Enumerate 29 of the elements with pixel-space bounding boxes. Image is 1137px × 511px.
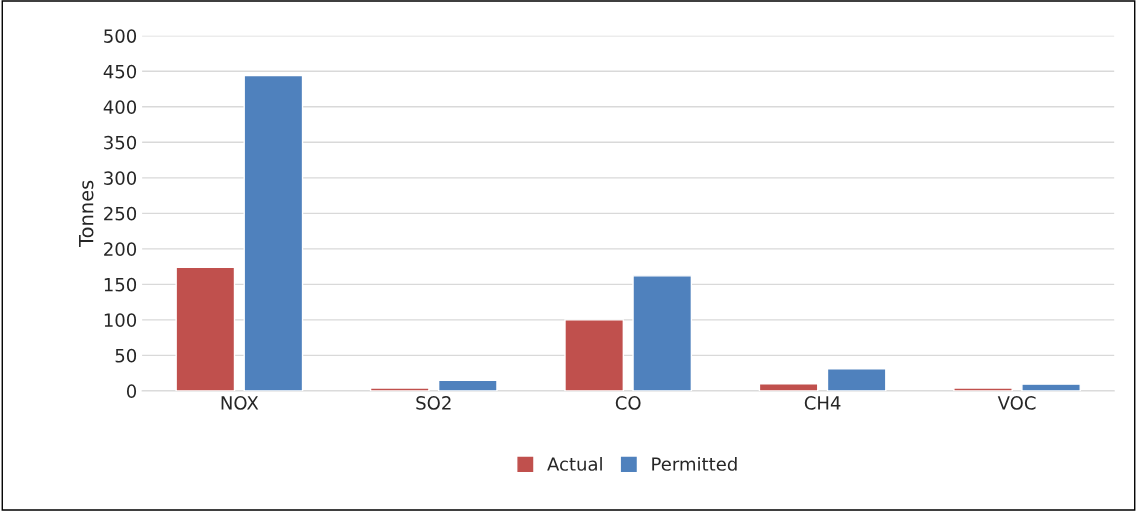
y-tick-label: 500 (104, 29, 137, 43)
bar (758, 383, 819, 391)
y-tick-label: 200 (104, 242, 137, 256)
legend-label: Permitted (652, 456, 737, 471)
bar (953, 387, 1013, 391)
y-tick-label: 100 (104, 313, 137, 327)
bar (243, 74, 304, 391)
bar (1021, 383, 1081, 391)
x-tick-label: NOX (221, 396, 259, 410)
x-tick-label: SO2 (416, 396, 451, 410)
y-tick-label: 50 (115, 348, 137, 363)
y-tick-label: 150 (104, 277, 137, 292)
bar (564, 319, 625, 391)
bar (369, 387, 430, 391)
y-tick-label: 250 (104, 206, 137, 221)
bar (826, 368, 887, 391)
x-tick-label: VOC (997, 396, 1036, 410)
bar (437, 379, 498, 391)
x-tick-label: CO (615, 396, 641, 410)
y-tick-label: 300 (104, 171, 137, 185)
y-tick-label: 350 (104, 135, 137, 150)
y-tick-label: 400 (103, 100, 137, 114)
bar (632, 275, 693, 391)
x-tick-label: CH4 (804, 396, 841, 410)
bar (175, 266, 236, 391)
y-tick-label: 450 (103, 64, 137, 79)
legend-label: Actual (547, 456, 602, 471)
y-axis-title: Tonnes (79, 180, 94, 247)
y-tick-label: 0 (126, 384, 137, 399)
